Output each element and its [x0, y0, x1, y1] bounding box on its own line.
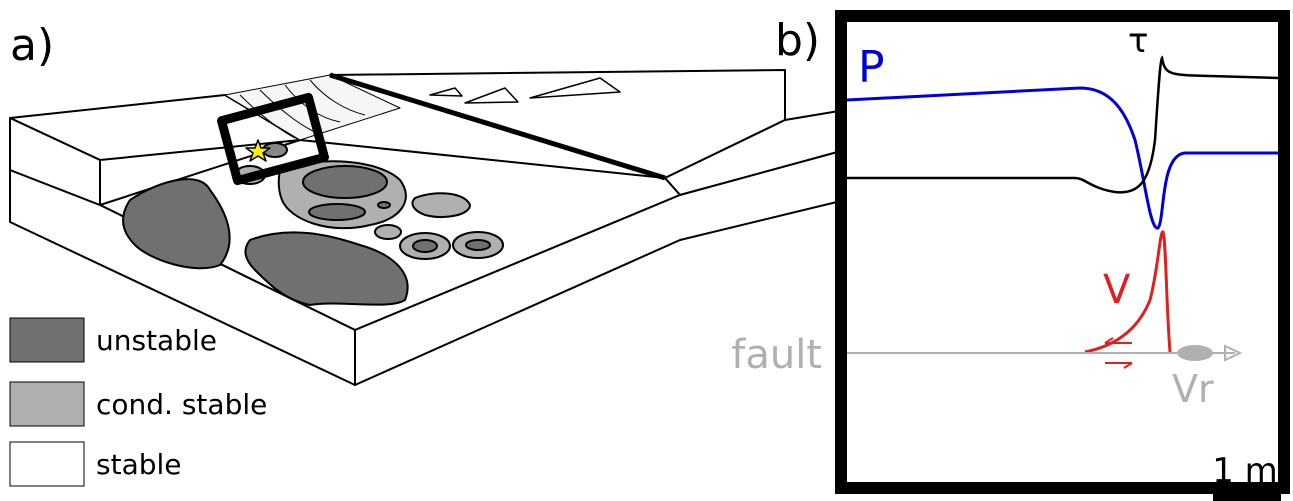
cond-stable-patch [411, 192, 471, 218]
hypocenter-star [245, 139, 271, 162]
fault-label: fault [731, 332, 822, 378]
scale-label: 1 m [1212, 451, 1278, 491]
core [308, 203, 366, 221]
legend-label: cond. stable [96, 388, 267, 421]
velocity-label: V [1103, 267, 1131, 313]
core [302, 165, 388, 199]
legend-swatch [9, 381, 85, 427]
unstable-patch [122, 178, 231, 270]
unstable-patch [244, 231, 409, 306]
core [465, 239, 491, 251]
legend-swatch [9, 441, 85, 487]
velocity-curve [1084, 230, 1172, 354]
core [412, 239, 438, 253]
pressure-label: P [858, 42, 885, 93]
legend-label: unstable [96, 324, 217, 357]
pressure-curve [846, 86, 1278, 230]
scale-bar [1213, 490, 1281, 501]
panel-label: a) [10, 20, 54, 71]
cond-stable-patch [374, 224, 402, 240]
zoom-frame [835, 10, 1290, 494]
slip-arrows [1104, 337, 1133, 369]
stress-label: τ [1128, 21, 1148, 61]
vr-label: Vr [1172, 367, 1214, 411]
upper-front [9, 117, 101, 206]
legend-label: stable [96, 448, 182, 481]
panel-label: b) [775, 15, 820, 66]
patch-mid [464, 87, 519, 104]
rupture-lines [239, 79, 366, 139]
fault-arrowhead [1224, 344, 1243, 362]
stress-curve [847, 55, 1279, 194]
patch-small [429, 87, 463, 97]
zoom-box [217, 92, 329, 186]
block-diagram [9, 69, 846, 386]
fault-trace [329, 72, 666, 181]
patch-large [529, 77, 621, 99]
core [377, 201, 391, 209]
legend-swatch [9, 317, 85, 363]
rupture-front [1177, 345, 1213, 361]
